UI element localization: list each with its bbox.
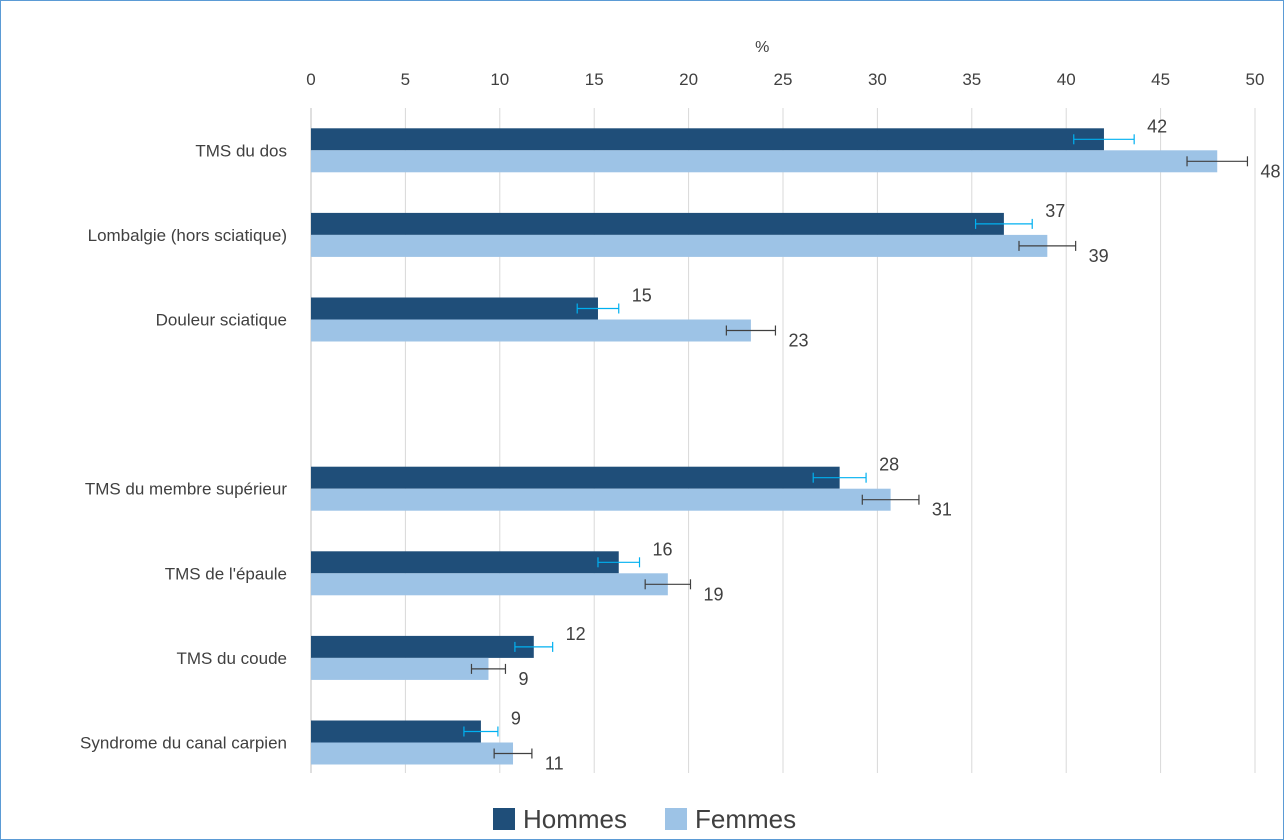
category-label-lombalgie-hors-sciatique: Lombalgie (hors sciatique)	[88, 226, 287, 245]
x-axis-title: %	[755, 39, 769, 56]
x-tick-label-10: 10	[490, 70, 509, 89]
bar-hommes-douleur-sciatique	[311, 297, 598, 320]
x-tick-label-40: 40	[1057, 70, 1076, 89]
bar-hommes-lombalgie-hors-sciatique	[311, 212, 1004, 235]
x-axis-ticks: 0 5 10 15 20 25 30 35 40 45 50	[306, 70, 1264, 89]
bar-hommes-tms-de-l-epaule	[311, 551, 619, 574]
data-label-femmes-tms-du-membre-superieur: 31	[932, 500, 952, 520]
bar-femmes-tms-de-l-epaule	[311, 573, 668, 596]
bar-femmes-syndrome-du-canal-carpien	[311, 742, 514, 765]
bar-hommes-tms-du-coude	[311, 635, 534, 658]
bars	[311, 128, 1218, 765]
data-label-hommes-syndrome-du-canal-carpien: 9	[511, 709, 521, 729]
error-bar-hommes-douleur-sciatique	[576, 303, 620, 314]
category-label-douleur-sciatique: Douleur sciatique	[156, 311, 287, 330]
legend-label-femmes: Femmes	[695, 804, 796, 834]
x-tick-label-25: 25	[774, 70, 793, 89]
bar-hommes-tms-du-dos	[311, 128, 1104, 151]
data-labels: 42 48 37 39 15 23 28 31 16 19 12 9 9 11	[511, 116, 1281, 773]
error-bar-hommes-syndrome-du-canal-carpien	[463, 726, 499, 737]
bar-femmes-lombalgie-hors-sciatique	[311, 234, 1048, 257]
bar-femmes-douleur-sciatique	[311, 319, 751, 342]
bar-femmes-tms-du-coude	[311, 657, 489, 680]
error-bar-hommes-lombalgie-hors-sciatique	[974, 218, 1033, 229]
x-tick-label-45: 45	[1151, 70, 1170, 89]
error-bar-hommes-tms-de-l-epaule	[597, 557, 641, 568]
data-label-femmes-tms-du-dos: 48	[1260, 161, 1280, 181]
error-bar-hommes-tms-du-dos	[1073, 134, 1135, 145]
category-label-tms-du-coude: TMS du coude	[176, 649, 287, 668]
x-tick-label-20: 20	[679, 70, 698, 89]
bar-hommes-syndrome-du-canal-carpien	[311, 720, 481, 743]
error-bar-femmes-syndrome-du-canal-carpien	[493, 748, 533, 759]
error-bar-femmes-tms-du-membre-superieur	[861, 494, 920, 505]
category-label-tms-de-l-epaule: TMS de l'épaule	[165, 564, 287, 583]
legend-swatch-femmes	[665, 808, 687, 830]
data-label-hommes-tms-de-l-epaule: 16	[653, 539, 673, 559]
error-bar-femmes-lombalgie-hors-sciatique	[1018, 240, 1077, 251]
category-label-tms-du-membre-superieur: TMS du membre supérieur	[85, 480, 288, 499]
data-label-femmes-tms-de-l-epaule: 19	[703, 584, 723, 604]
bar-femmes-tms-du-dos	[311, 150, 1218, 173]
legend-swatch-hommes	[493, 808, 515, 830]
category-label-tms-du-dos: TMS du dos	[195, 141, 287, 160]
data-label-hommes-tms-du-membre-superieur: 28	[879, 455, 899, 475]
error-bar-hommes-tms-du-coude	[514, 641, 554, 652]
error-bar-femmes-tms-du-dos	[1186, 156, 1249, 167]
error-bar-femmes-douleur-sciatique	[725, 325, 777, 336]
data-label-hommes-tms-du-dos: 42	[1147, 116, 1167, 136]
bar-hommes-tms-du-membre-superieur	[311, 466, 840, 489]
legend-label-hommes: Hommes	[523, 804, 627, 834]
data-label-femmes-lombalgie-hors-sciatique: 39	[1089, 246, 1109, 266]
category-label-syndrome-du-canal-carpien: Syndrome du canal carpien	[80, 734, 287, 753]
x-tick-label-50: 50	[1246, 70, 1265, 89]
x-tick-label-30: 30	[868, 70, 887, 89]
x-tick-label-35: 35	[962, 70, 981, 89]
x-tick-label-0: 0	[306, 70, 315, 89]
x-tick-label-15: 15	[585, 70, 604, 89]
data-label-hommes-lombalgie-hors-sciatique: 37	[1045, 201, 1065, 221]
x-tick-label-5: 5	[401, 70, 410, 89]
legend: Hommes Femmes	[493, 804, 796, 834]
data-label-femmes-tms-du-coude: 9	[518, 669, 528, 689]
error-bars	[463, 134, 1249, 759]
error-bar-hommes-tms-du-membre-superieur	[812, 472, 867, 483]
error-bar-femmes-tms-du-coude	[470, 663, 507, 674]
data-label-femmes-syndrome-du-canal-carpien: 11	[545, 754, 564, 774]
data-label-hommes-douleur-sciatique: 15	[632, 286, 652, 306]
data-label-hommes-tms-du-coude: 12	[566, 624, 586, 644]
data-label-femmes-douleur-sciatique: 23	[788, 331, 808, 351]
error-bar-femmes-tms-de-l-epaule	[644, 579, 692, 590]
category-labels: TMS du dos Lombalgie (hors sciatique) Doul…	[80, 141, 287, 752]
bar-femmes-tms-du-membre-superieur	[311, 488, 891, 511]
